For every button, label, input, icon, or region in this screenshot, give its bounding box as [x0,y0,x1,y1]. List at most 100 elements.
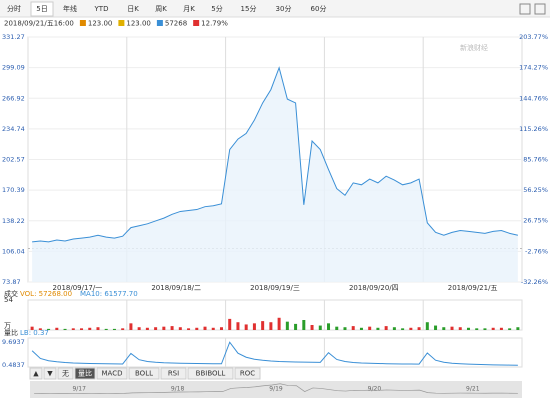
volume-bar [178,327,182,330]
info-icon [118,20,125,26]
tab[interactable]: 分时 [7,4,21,13]
watermark: 新浪财经 [460,43,488,52]
volume-bar [71,328,75,330]
volume-bar [376,327,380,330]
volume-bar [302,320,306,330]
volume-bar [203,326,207,330]
volume-label: VOL: 57268.00 [20,290,72,298]
volume-bar [384,326,388,330]
tab[interactable]: 5日 [36,5,47,13]
x-tick-label: 2018/09/20/四 [349,284,399,292]
x-tick-label: 2018/09/18/二 [151,284,201,292]
y2-tick-label: 174.27% [519,64,548,72]
indicator-tab-bg [187,367,234,380]
info-icon [193,20,200,26]
volume-bar [343,327,347,330]
volume-bar [187,328,191,330]
y-tick-label: 73.87 [2,278,21,286]
x-tick-label: 2018/09/19/三 [250,284,300,292]
indicator-tab-bg [29,367,43,380]
tab[interactable]: YTD [94,5,109,13]
tab[interactable]: 月K [183,5,195,13]
toolbar [0,0,550,17]
indicator-tab[interactable]: RSI [168,370,179,378]
indicator-tab[interactable]: ▲ [33,370,39,378]
ratio-tick-label: 0.4837 [2,361,25,369]
indicator-tab[interactable]: BOLL [135,370,153,378]
y-tick-label: 266.92 [2,94,25,102]
y2-tick-label: 85.76% [523,155,548,163]
indicator-tab-bg [96,367,128,380]
volume-bar [318,325,322,330]
volume-bar [63,328,67,330]
volume-bar [335,326,339,330]
volume-bar [121,328,125,330]
indicator-tab[interactable]: ROC [240,370,255,378]
x-tick-label: 2018/09/17/一 [53,284,103,292]
volume-bar [145,327,149,330]
ratio-label: LB: 0.37 [20,329,49,337]
indicator-tab[interactable]: BBIBOLL [196,370,226,378]
navigator-label: 9/21 [466,386,480,393]
price-line [32,66,518,243]
volume-bar [425,322,429,330]
y-tick-label: 299.09 [2,64,25,72]
volume-bar [458,327,462,330]
volume-bar [417,327,421,330]
volume-bar [162,326,166,330]
volume-bar [252,323,256,330]
y2-tick-label: 115.26% [519,125,548,133]
volume-bar [80,328,84,330]
volume-bar [30,326,34,330]
volume-bar [359,327,363,330]
volume-bar [38,328,42,330]
volume-bar [516,327,520,330]
info-change: 12.79% [201,20,228,28]
ratio-title: 量比 [4,328,18,337]
volume-bar [195,327,199,330]
indicator-tab[interactable]: 无 [62,370,69,378]
volume-bar [409,327,413,330]
volume-bar [310,325,314,330]
indicator-tab[interactable]: ▼ [47,370,53,378]
settings-icon[interactable] [534,3,546,15]
navigator-label: 9/17 [72,386,86,393]
indicator-tab[interactable]: 量比 [78,369,92,378]
volume-bar [466,327,470,330]
volume-bar [327,323,331,330]
indicator-tab[interactable]: MACD [102,370,123,378]
tab[interactable]: 30分 [276,4,292,13]
volume-bar [442,327,446,330]
volume-bar [112,328,116,330]
expand-icon[interactable] [519,3,531,15]
info-icon [79,20,86,26]
volume-bar [219,327,223,330]
y-tick-label: 106.04 [2,247,25,255]
tab[interactable]: 周K [155,5,167,13]
tab[interactable]: 5分 [211,4,222,13]
volume-bar [129,323,133,330]
price-area [32,67,518,282]
volume-bar [475,328,479,330]
ratio-tick-label: 9.6937 [2,338,25,346]
tab[interactable]: 15分 [241,4,257,13]
tab[interactable]: 年线 [63,4,77,13]
volume-bar [508,328,512,330]
indicator-tab-bg [74,367,96,380]
volume-tick-label: 54 [4,296,13,304]
volume-bar [499,327,503,330]
indicator-tab-bg [43,367,57,380]
volume-bar [294,323,298,330]
volume-bar [401,328,405,330]
volume-bar [104,328,108,330]
volume-bar [137,327,141,330]
info-datetime: 2018/09/21/五16:00 [4,20,74,28]
y2-tick-label: -32.26% [521,278,548,286]
tab[interactable]: 60分 [311,4,327,13]
ratio-line [31,341,518,366]
y-tick-label: 331.27 [2,33,25,41]
tab[interactable]: 日K [127,5,139,13]
volume-bar [236,322,240,330]
